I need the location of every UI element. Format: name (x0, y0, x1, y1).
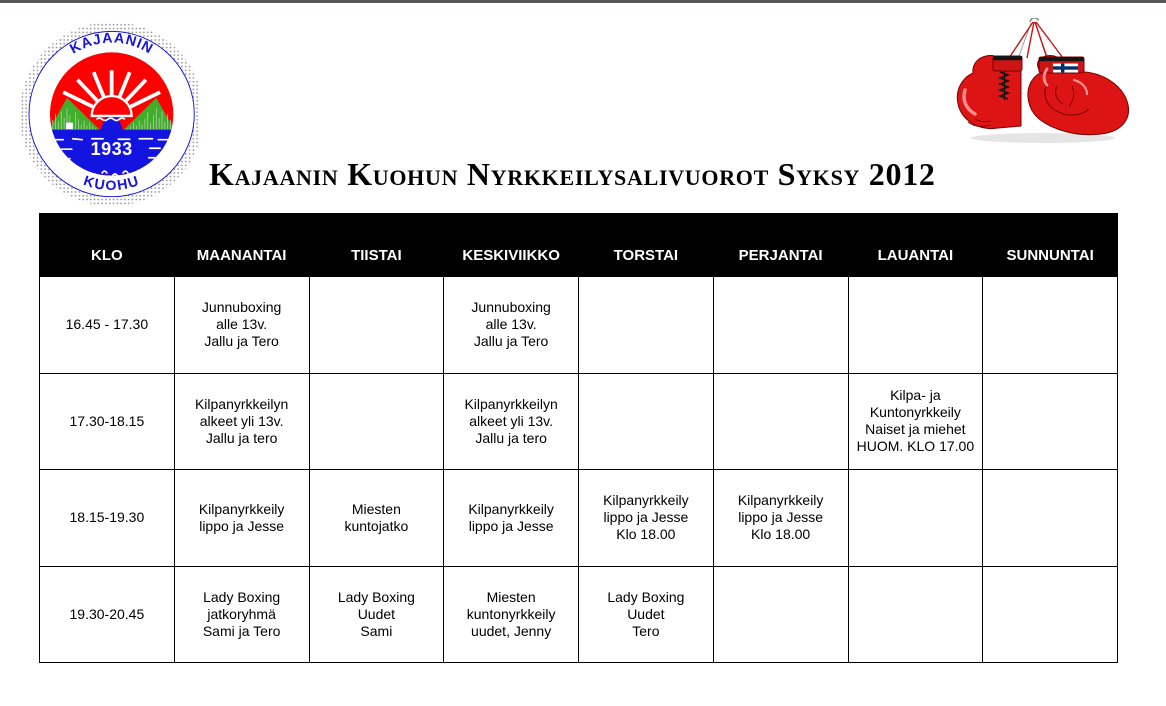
svg-text:1933: 1933 (91, 139, 133, 159)
